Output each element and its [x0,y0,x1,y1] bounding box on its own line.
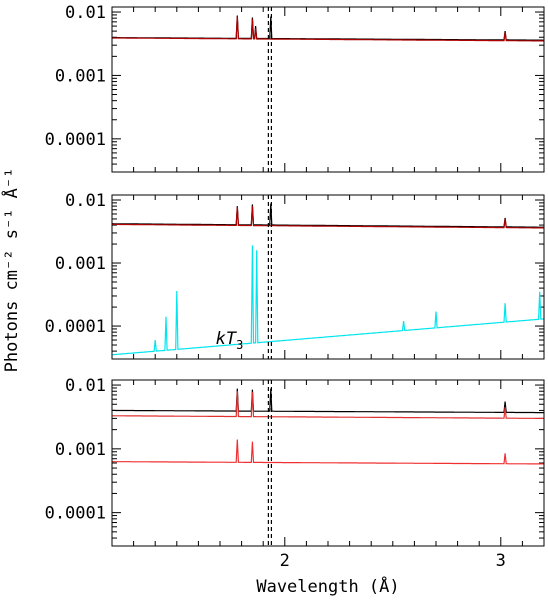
y-tick-label: 0.01 [65,3,106,23]
series-line-0 [112,388,544,414]
panel-frame [111,194,545,360]
panel-top: 0.01 0.001 0.0001 [45,3,545,173]
plot-area [112,380,544,546]
y-tick-label: 0.001 [55,66,106,86]
y-tick-label: 0.0001 [45,317,106,337]
panel-frame [111,379,545,547]
panel-middle: 0.01 0.001 0.0001 kT3 [45,191,545,360]
y-tick-label: 0.001 [55,440,106,460]
panels: 0.010.0010.00010.010.0010.0001kT30.010.0… [45,3,545,597]
series-line-0 [112,203,544,228]
series-line-2 [112,439,544,465]
series-line-2 [112,245,544,356]
x-tick-label: 2 [280,551,290,571]
panel-bottom: 0.01 0.001 0.0001 2 3 Wavelength (Å) [45,376,545,597]
y-tick-label: 0.001 [55,254,106,274]
y-tick-label: 0.01 [65,191,106,211]
y-axis-label: Photons cm⁻² s⁻¹ Å⁻¹ [0,168,22,373]
series-line-1 [112,206,544,229]
x-axis-label: Wavelength (Å) [256,575,399,597]
x-tick-label: 3 [496,551,506,571]
y-tick-label: 0.0001 [45,130,106,150]
plot-area [112,7,544,172]
y-tick-label: 0.0001 [45,504,106,524]
y-tick-label: 0.01 [65,376,106,396]
series-line-0 [112,15,544,41]
panel-frame [111,6,545,173]
series-line-1 [112,16,544,42]
annotation-label: kT3 [216,329,244,352]
series-line-1 [112,391,544,419]
plot-area [112,195,544,359]
